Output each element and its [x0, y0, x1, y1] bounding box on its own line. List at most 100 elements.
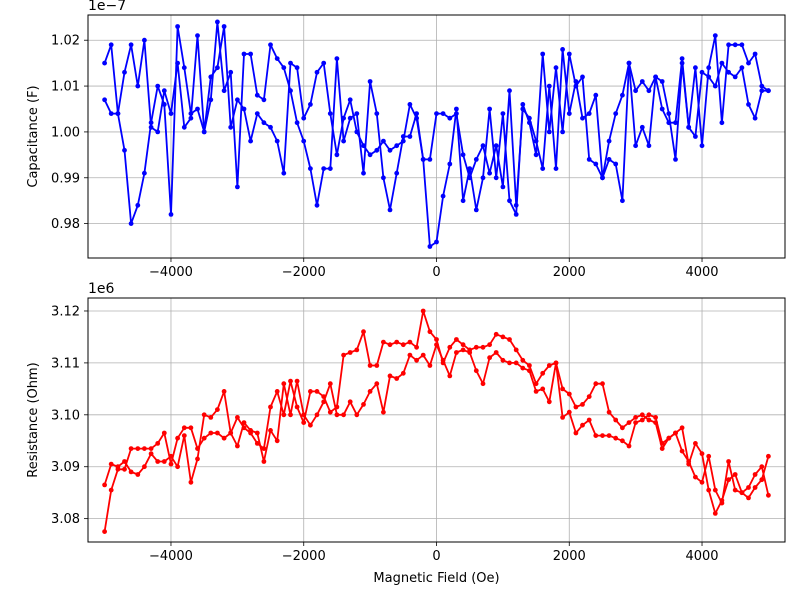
resistance-data-point: [573, 404, 579, 410]
capacitance-data-point: [540, 166, 546, 172]
capacitance-data-point: [719, 120, 725, 126]
resistance-data-point: [746, 495, 751, 501]
resistance-data-point: [613, 435, 619, 441]
capacitance-data-point: [586, 111, 592, 116]
capacitance-data-point: [261, 120, 267, 126]
capacitance-data-point: [354, 111, 360, 116]
capacitance-data-point: [613, 161, 619, 167]
capacitance-data-point: [533, 138, 539, 144]
capacitance-data-point: [620, 198, 625, 204]
resistance-data-point: [566, 391, 572, 397]
resistance-data-point: [447, 344, 453, 350]
capacitance-data-point: [553, 65, 559, 71]
resistance-data-point: [215, 407, 220, 412]
capacitance-data-point: [447, 115, 453, 121]
capacitance-data-point: [520, 102, 526, 107]
capacitance-x-tick-label: 0: [432, 265, 440, 280]
resistance-data-point: [434, 342, 439, 348]
resistance-data-point: [308, 422, 313, 428]
capacitance-data-point: [341, 115, 346, 121]
resistance-data-point: [420, 352, 426, 358]
capacitance-data-point: [394, 170, 400, 176]
resistance-data-point: [215, 430, 220, 436]
capacitance-data-point: [766, 88, 771, 94]
capacitance-data-point: [381, 138, 386, 144]
capacitance-data-point: [533, 152, 539, 158]
x-axis-label: Magnetic Field (Oe): [373, 571, 499, 586]
resistance-data-point: [327, 381, 333, 387]
capacitance-data-point: [752, 115, 758, 121]
capacitance-data-point: [175, 60, 181, 66]
capacitance-data-point: [195, 106, 200, 112]
resistance-data-point: [381, 409, 386, 415]
resistance-data-point: [580, 402, 585, 407]
capacitance-data-point: [168, 111, 174, 116]
resistance-data-point: [759, 477, 765, 483]
capacitance-data-point: [580, 74, 585, 80]
resistance-data-point: [560, 415, 565, 420]
resistance-data-point: [175, 464, 181, 470]
resistance-data-point: [460, 342, 466, 348]
resistance-data-point: [473, 368, 479, 374]
capacitance-data-point: [175, 24, 181, 29]
resistance-data-point: [440, 357, 446, 363]
resistance-data-point: [639, 412, 645, 418]
resistance-data-point: [208, 430, 214, 436]
capacitance-data-point: [327, 111, 333, 116]
capacitance-data-point: [208, 97, 214, 103]
resistance-data-point: [706, 453, 712, 459]
capacitance-plot: −4000 −2000 0 2000 40000.980.991.001.011.02 …: [26, 0, 786, 280]
resistance-data-point: [414, 344, 419, 350]
capacitance-data-point: [314, 69, 320, 75]
resistance-data-point: [666, 435, 672, 441]
capacitance-data-point: [480, 175, 486, 181]
capacitance-data-point: [254, 92, 260, 98]
resistance-data-point: [148, 451, 154, 457]
resistance-data-point: [507, 360, 512, 366]
resistance-y-axis-label: Resistance (Ohm): [26, 362, 41, 477]
resistance-data-point: [560, 386, 565, 392]
resistance-data-point: [367, 389, 373, 394]
resistance-data-point: [427, 363, 433, 368]
resistance-x-tick-label: −4000: [149, 549, 193, 564]
capacitance-data-point: [281, 170, 287, 176]
resistance-data-point: [334, 412, 340, 418]
resistance-data-point: [175, 435, 181, 441]
capacitance-data-point: [467, 175, 473, 181]
capacitance-data-point: [693, 134, 698, 139]
capacitance-data-point: [726, 69, 731, 75]
resistance-data-point: [633, 420, 638, 425]
resistance-data-point: [188, 479, 194, 485]
resistance-data-point: [208, 415, 214, 420]
capacitance-data-point: [553, 166, 559, 172]
capacitance-data-point: [473, 207, 479, 213]
resistance-data-point: [693, 474, 698, 480]
resistance-data-point: [546, 399, 552, 405]
capacitance-data-point: [513, 212, 519, 217]
capacitance-data-point: [752, 51, 758, 57]
resistance-data-point: [626, 443, 632, 449]
capacitance-data-point: [407, 134, 413, 139]
resistance-data-point: [301, 412, 307, 418]
capacitance-x-tick-label: 4000: [685, 265, 718, 280]
capacitance-data-point: [666, 120, 672, 126]
resistance-data-point: [414, 357, 419, 363]
resistance-data-point: [513, 347, 519, 353]
resistance-data-point: [520, 365, 526, 371]
capacitance-data-point: [606, 157, 612, 162]
resistance-data-point: [639, 417, 645, 423]
resistance-data-point: [347, 350, 353, 355]
capacitance-data-point: [122, 147, 127, 153]
capacitance-data-point: [666, 111, 672, 116]
resistance-data-point: [454, 337, 459, 342]
resistance-data-point: [679, 448, 685, 454]
capacitance-data-point: [321, 60, 327, 66]
resistance-data-point: [527, 363, 532, 368]
resistance-data-point: [274, 438, 280, 444]
resistance-data-point: [454, 350, 459, 355]
resistance-data-point: [294, 378, 300, 384]
resistance-data-point: [314, 412, 320, 418]
capacitance-data-point: [653, 74, 658, 80]
resistance-data-point: [613, 417, 619, 423]
resistance-data-point: [294, 404, 300, 410]
